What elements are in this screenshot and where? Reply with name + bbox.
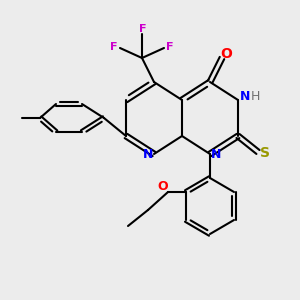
Text: F: F (166, 42, 174, 52)
Text: O: O (220, 47, 232, 61)
Text: N: N (143, 148, 153, 161)
Text: H: H (250, 91, 260, 103)
Text: O: O (158, 181, 168, 194)
Text: F: F (139, 24, 147, 34)
Text: N: N (211, 148, 221, 161)
Text: S: S (260, 146, 270, 160)
Text: N: N (240, 91, 250, 103)
Text: F: F (110, 42, 118, 52)
